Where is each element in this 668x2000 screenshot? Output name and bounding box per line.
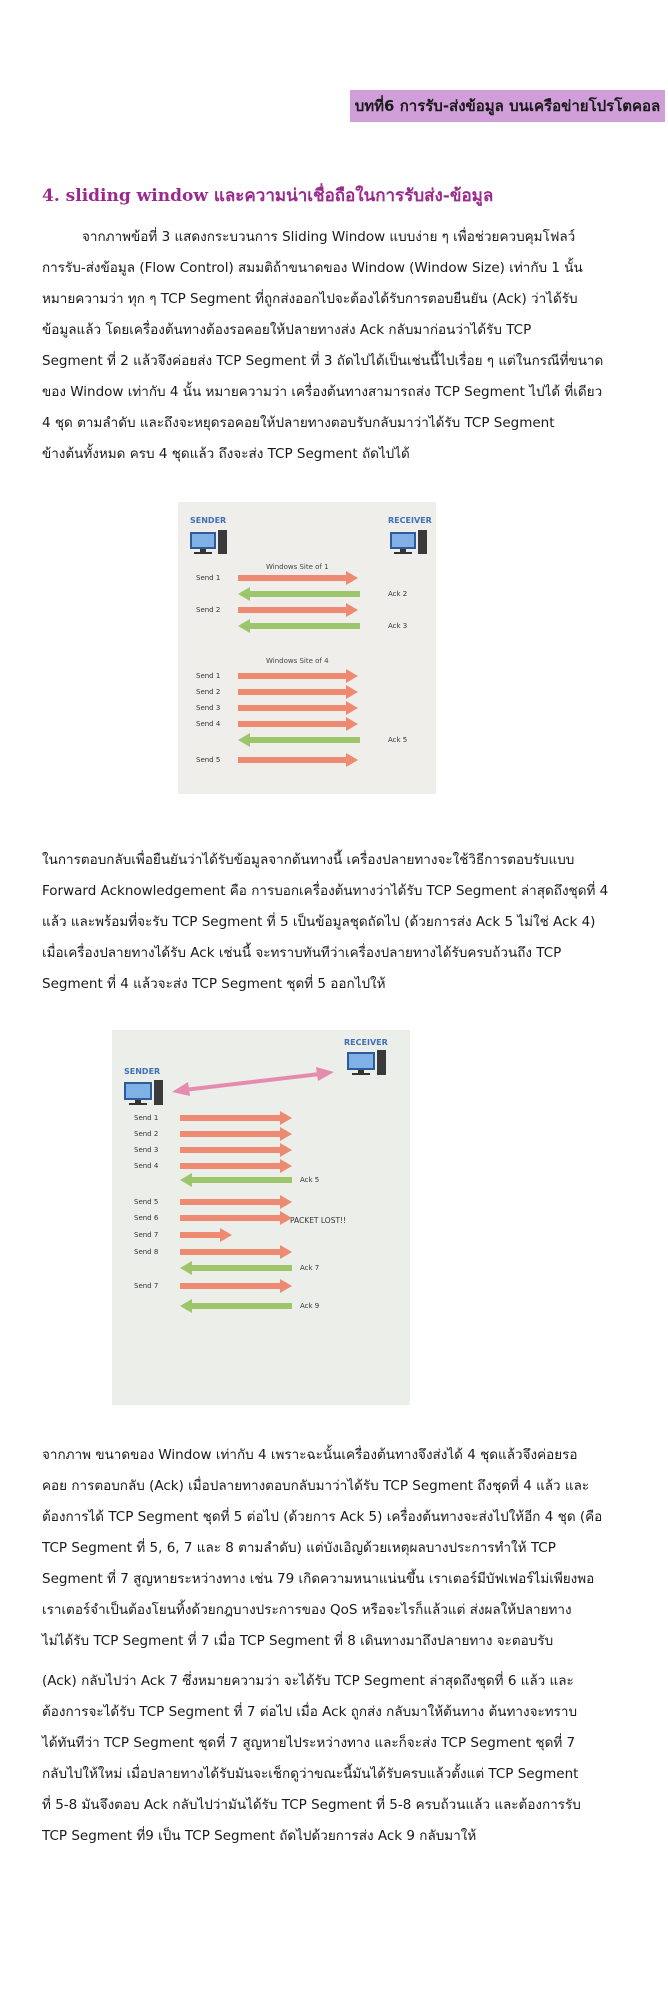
text-line: ของ Window เท่ากับ 4 นั้น หมายความว่า เค… bbox=[42, 384, 603, 400]
text-line: แล้ว และพร้อมที่จะรับ TCP Segment ที่ 5 … bbox=[42, 914, 596, 930]
text-line: จากภาพข้อที่ 3 แสดงกระบวนการ Sliding Win… bbox=[82, 229, 576, 245]
text-line: ต้องการได้ TCP Segment ชุดที่ 5 ต่อไป (ด… bbox=[42, 1509, 603, 1525]
paragraph-4: (Ack) กลับไปว่า Ack 7 ซึ่งหมายความว่า จะ… bbox=[42, 1666, 624, 1852]
send-label: Send 1 bbox=[134, 1114, 158, 1122]
text-line: ได้ทันทีว่า TCP Segment ชุดที่ 7 สูญหายไ… bbox=[42, 1735, 576, 1751]
text-line: TCP Segment ที่ 5, 6, 7 และ 8 ตามลำดับ) … bbox=[42, 1540, 556, 1556]
text-line: ในการตอบกลับเพื่อยืนยันว่าได้รับข้อมูลจา… bbox=[42, 852, 575, 868]
sender-computer-icon bbox=[190, 530, 227, 554]
text-line: คอย การตอบกลับ (Ack) เมื่อปลายทางตอบกลับ… bbox=[42, 1478, 590, 1494]
send-arrow bbox=[180, 1279, 292, 1293]
ack-arrow bbox=[180, 1261, 292, 1275]
text-line: (Ack) กลับไปว่า Ack 7 ซึ่งหมายความว่า จะ… bbox=[42, 1673, 574, 1689]
ack-label: Ack 7 bbox=[300, 1264, 319, 1272]
send-arrow bbox=[180, 1127, 292, 1141]
ack-label: Ack 5 bbox=[300, 1176, 319, 1184]
ack-arrow bbox=[238, 587, 360, 601]
text-line: ข้างต้นทั้งหมด ครบ 4 ชุดแล้ว ถึงจะส่ง TC… bbox=[42, 446, 410, 462]
send-label: Send 5 bbox=[134, 1198, 158, 1206]
paragraph-1: จากภาพข้อที่ 3 แสดงกระบวนการ Sliding Win… bbox=[42, 222, 624, 470]
sender-label: SENDER bbox=[124, 1067, 160, 1076]
text-line: Segment ที่ 7 สูญหายระหว่างทาง เช่น 79 เ… bbox=[42, 1571, 595, 1587]
ack-arrow bbox=[238, 733, 360, 747]
send-label: Send 4 bbox=[134, 1162, 159, 1170]
send-arrow bbox=[180, 1211, 292, 1225]
send-label: Send 3 bbox=[134, 1146, 158, 1154]
send-label: Send 6 bbox=[134, 1214, 159, 1222]
send-arrow bbox=[238, 685, 358, 699]
text-line: กลับไปให้ใหม่ เมื่อปลายทางได้รับมันจะเช็… bbox=[42, 1766, 579, 1782]
section-title: 4. sliding window และความน่าเชื่อถือในกา… bbox=[42, 186, 494, 206]
window-size-1-label: Windows Site of 1 bbox=[266, 563, 329, 571]
ack-arrow bbox=[180, 1173, 292, 1187]
text-line: หมายความว่า ทุก ๆ TCP Segment ที่ถูกส่งอ… bbox=[42, 291, 578, 307]
lost-send-arrow bbox=[180, 1228, 232, 1242]
send-arrow bbox=[180, 1111, 292, 1125]
ack-label: Ack 5 bbox=[388, 736, 407, 744]
ack-arrow bbox=[238, 619, 360, 633]
receiver-computer-icon bbox=[347, 1050, 386, 1075]
send-label: Send 2 bbox=[196, 606, 220, 614]
text-line: TCP Segment ที่9 เป็น TCP Segment ถัดไปด… bbox=[42, 1828, 477, 1844]
chapter-tag: บทที่6 การรับ-ส่งข้อมูล บนเครือข่ายโปรโต… bbox=[350, 90, 665, 122]
send-label: Send 4 bbox=[196, 720, 221, 728]
send-arrow bbox=[238, 717, 358, 731]
send-arrow bbox=[238, 571, 358, 585]
send-label: Send 3 bbox=[196, 704, 220, 712]
send-arrow bbox=[238, 701, 358, 715]
receiver-computer-icon bbox=[390, 530, 427, 554]
text-line: Forward Acknowledgement คือ การบอกเครื่อ… bbox=[42, 883, 609, 899]
send-label: Send 8 bbox=[134, 1248, 158, 1256]
send-label: Send 7 bbox=[134, 1282, 158, 1290]
text-line: จากภาพ ขนาดของ Window เท่ากับ 4 เพราะฉะน… bbox=[42, 1447, 578, 1463]
send-label: Send 7 bbox=[134, 1231, 158, 1239]
paragraph-3: จากภาพ ขนาดของ Window เท่ากับ 4 เพราะฉะน… bbox=[42, 1440, 624, 1657]
text-line: ข้อมูลแล้ว โดยเครื่องต้นทางต้องรอคอยให้ป… bbox=[42, 322, 532, 338]
text-line: Segment ที่ 4 แล้วจะส่ง TCP Segment ชุดท… bbox=[42, 976, 386, 992]
ack-label: Ack 9 bbox=[300, 1302, 319, 1310]
send-arrow bbox=[180, 1143, 292, 1157]
sender-computer-icon bbox=[124, 1080, 163, 1105]
text-line: ต้องการจะได้รับ TCP Segment ที่ 7 ต่อไป … bbox=[42, 1704, 578, 1720]
text-line: ที่ 5-8 มันจึงตอบ Ack กลับไปว่ามันได้รับ… bbox=[42, 1797, 581, 1813]
sliding-window-figure-2: SENDER RECEIVER PACKET LOST!! Send 1 Send… bbox=[112, 1030, 410, 1405]
sender-label: SENDER bbox=[190, 516, 226, 525]
figure-2-svg: SENDER RECEIVER PACKET LOST!! Send 1 Send… bbox=[112, 1030, 410, 1405]
send-arrow bbox=[238, 603, 358, 617]
send-arrow bbox=[180, 1245, 292, 1259]
send-arrow bbox=[180, 1195, 292, 1209]
send-label: Send 1 bbox=[196, 574, 220, 582]
window-size-4-label: Windows Site of 4 bbox=[266, 657, 329, 665]
paragraph-2: ในการตอบกลับเพื่อยืนยันว่าได้รับข้อมูลจา… bbox=[42, 845, 624, 1000]
ack-label: Ack 3 bbox=[388, 622, 407, 630]
figure-1-svg: SENDER RECEIVER Windows Site of 1 Window… bbox=[178, 502, 436, 794]
text-line: เราเตอร์จำเป็นต้องโยนทิ้งด้วยกฎบางประการ… bbox=[42, 1602, 572, 1618]
window-double-arrow bbox=[172, 1067, 334, 1096]
ack-label: Ack 2 bbox=[388, 590, 407, 598]
packet-lost-label: PACKET LOST!! bbox=[290, 1216, 346, 1225]
receiver-label: RECEIVER bbox=[388, 516, 432, 525]
ack-arrow bbox=[180, 1299, 292, 1313]
send-label: Send 1 bbox=[196, 672, 220, 680]
sliding-window-figure-1: SENDER RECEIVER Windows Site of 1 Window… bbox=[178, 502, 436, 794]
text-line: ไม่ได้รับ TCP Segment ที่ 7 เมื่อ TCP Se… bbox=[42, 1633, 554, 1649]
receiver-label: RECEIVER bbox=[344, 1038, 388, 1047]
send-arrow bbox=[238, 669, 358, 683]
text-line: Segment ที่ 2 แล้วจึงค่อยส่ง TCP Segment… bbox=[42, 353, 604, 369]
send-label: Send 5 bbox=[196, 756, 220, 764]
send-arrow bbox=[238, 753, 358, 767]
send-label: Send 2 bbox=[196, 688, 220, 696]
text-line: 4 ชุด ตามลำดับ และถึงจะหยุดรอคอยให้ปลายท… bbox=[42, 415, 555, 431]
text-line: เมื่อเครื่องปลายทางได้รับ Ack เช่นนี้ จะ… bbox=[42, 945, 562, 961]
send-label: Send 2 bbox=[134, 1130, 158, 1138]
text-line: การรับ-ส่งข้อมูล (Flow Control) สมมติถ้า… bbox=[42, 260, 583, 276]
send-arrow bbox=[180, 1159, 292, 1173]
